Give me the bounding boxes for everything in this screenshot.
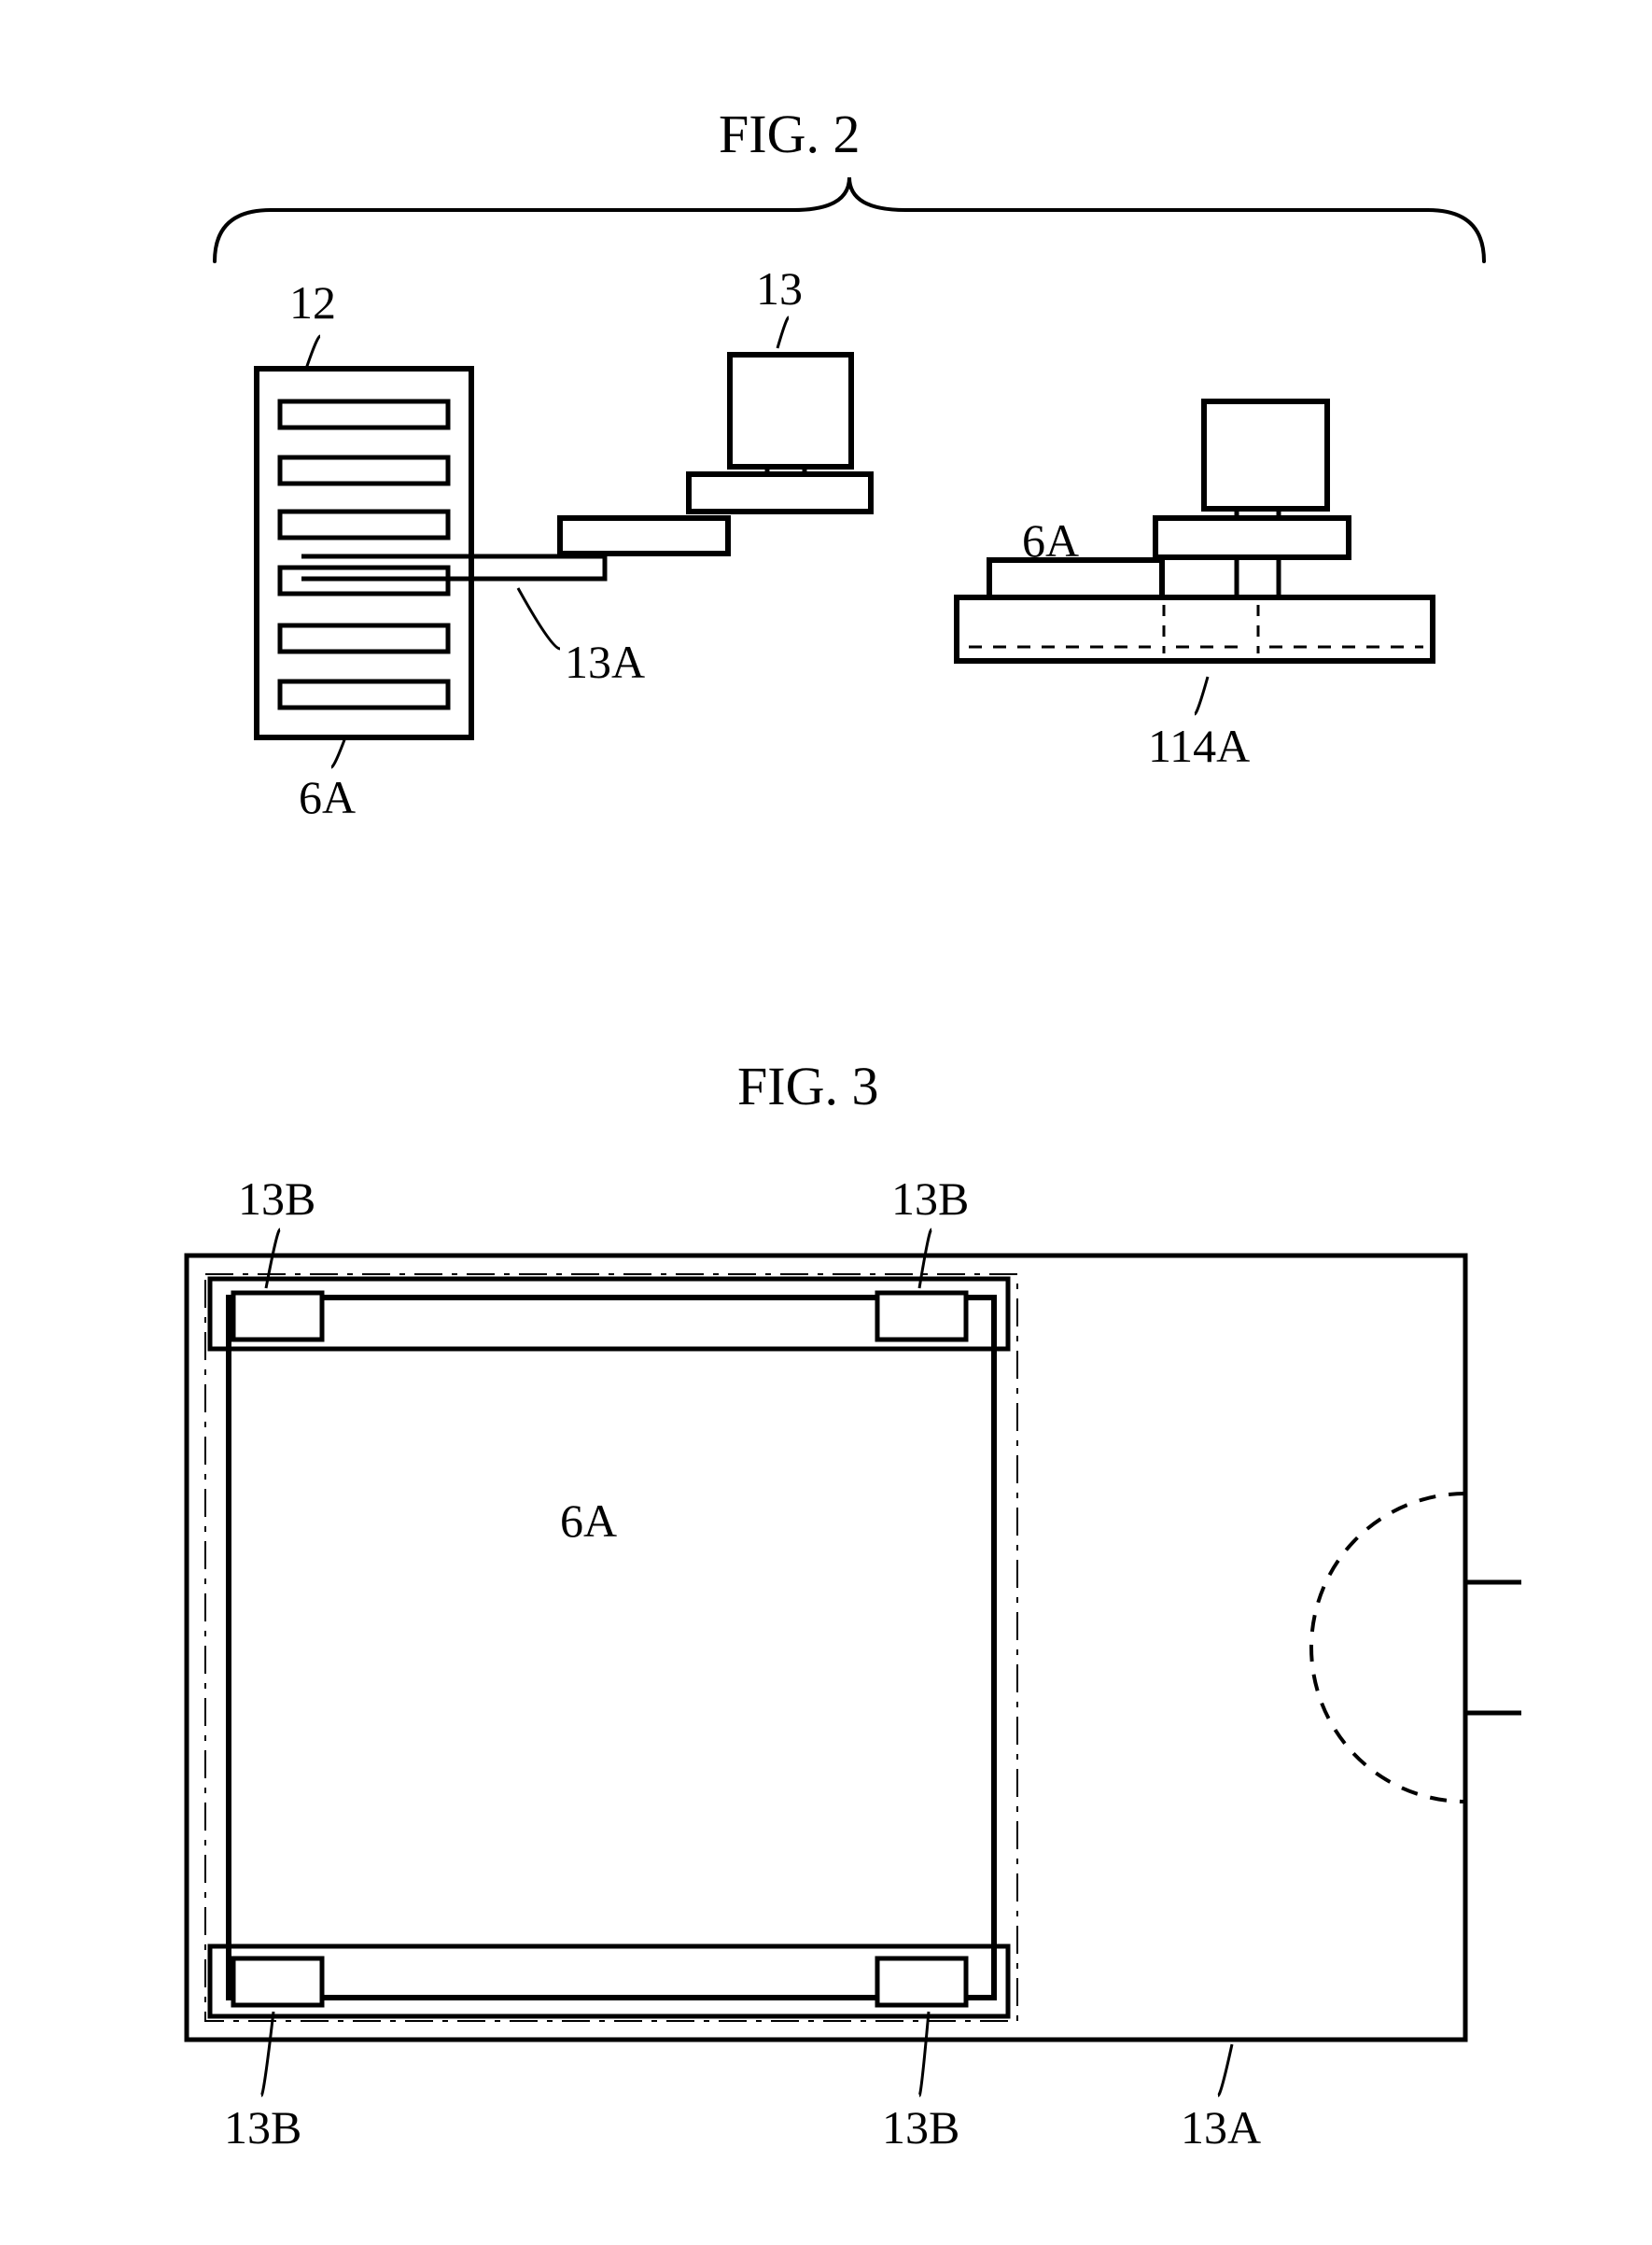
fig3-label-13b: 13B bbox=[891, 1172, 969, 1226]
fig2-label-6a: 6A bbox=[299, 770, 356, 824]
fig3-label-13a: 13A bbox=[1181, 2100, 1261, 2154]
diagram-svg bbox=[0, 0, 1652, 2245]
fig2-label-12: 12 bbox=[289, 275, 336, 330]
fig2-label-6a: 6A bbox=[1022, 513, 1079, 568]
page: FIG. 2 FIG. 3 12136A13A6A114A13B13B6A13B… bbox=[0, 0, 1652, 2245]
fig2-label-13a: 13A bbox=[565, 635, 645, 689]
fig3-label-13b: 13B bbox=[224, 2100, 301, 2154]
fig3-label-13b: 13B bbox=[238, 1172, 315, 1226]
fig2-label-114a: 114A bbox=[1148, 719, 1250, 773]
fig2-label-13: 13 bbox=[756, 261, 803, 316]
fig3-label-13b: 13B bbox=[882, 2100, 959, 2154]
fig3-label-6a: 6A bbox=[560, 1494, 617, 1548]
